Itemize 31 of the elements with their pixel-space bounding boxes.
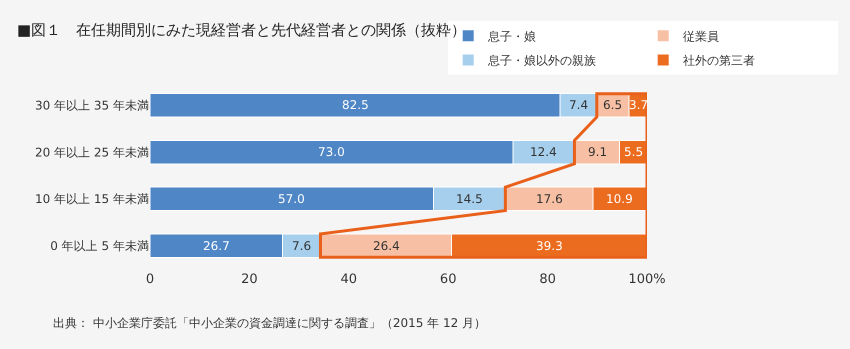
text: 9.1 — [588, 145, 608, 159]
text: 26.4 — [373, 239, 400, 253]
x-tick-label: 60 — [440, 272, 456, 287]
text: 57.0 — [278, 192, 305, 206]
text: 12.4 — [530, 145, 557, 159]
text: 14.5 — [456, 192, 483, 206]
y-tick-label: 0 年以上 5 年未満 — [50, 238, 149, 253]
text: 7.4 — [569, 98, 588, 112]
x-tick-label: 40 — [340, 272, 358, 287]
x-tick-label: 20 — [241, 272, 258, 287]
text: 73.0 — [318, 145, 345, 159]
text: 17.6 — [536, 192, 563, 206]
legend-label: 息子・娘以外の親族 — [487, 54, 596, 68]
x-tick-label: 0 — [146, 272, 154, 287]
chart-title: ■図１ 在任期間別にみた現経営者と先代経営者との関係（抜粋） — [17, 20, 466, 39]
text: 6.5 — [603, 98, 622, 112]
text: 82.5 — [342, 98, 369, 112]
legend-label: 従業員 — [683, 29, 720, 44]
source-note: 出典： 中小企業庁委託「中小企業の資金調達に関する調査」（2015 年 12 月） — [53, 316, 486, 330]
y-tick-label: 10 年以上 15 年未満 — [35, 192, 149, 206]
x-tick-label: 80 — [539, 272, 556, 287]
text: 10.9 — [606, 192, 633, 206]
x-tick-label: 100% — [628, 272, 666, 287]
text: 26.7 — [203, 239, 230, 253]
text: 39.3 — [536, 239, 563, 253]
text: 7.6 — [292, 239, 312, 253]
y-tick-label: 30 年以上 35 年未満 — [35, 98, 149, 113]
y-tick-label: 20 年以上 25 年未満 — [35, 145, 149, 160]
text: 5.5 — [624, 145, 644, 159]
legend-label: 息子・娘 — [487, 29, 536, 44]
legend-label: 社外の第三者 — [683, 54, 756, 68]
